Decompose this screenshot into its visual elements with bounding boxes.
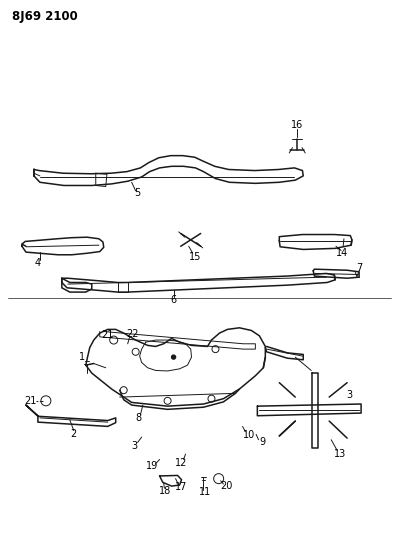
Text: 12: 12 — [174, 458, 187, 467]
Text: 18: 18 — [159, 486, 171, 496]
Text: 2: 2 — [71, 429, 77, 439]
Text: 6: 6 — [170, 295, 177, 305]
Text: 11: 11 — [199, 488, 211, 497]
Text: 4: 4 — [35, 258, 41, 268]
Text: 20: 20 — [220, 481, 233, 491]
Circle shape — [172, 355, 176, 359]
Text: 9: 9 — [259, 438, 265, 447]
Text: 21: 21 — [101, 330, 114, 340]
Text: 19: 19 — [146, 461, 158, 471]
Text: 3: 3 — [346, 391, 352, 400]
Text: 22: 22 — [126, 329, 139, 338]
Text: 8J69 2100: 8J69 2100 — [12, 10, 78, 22]
Text: 15: 15 — [189, 252, 202, 262]
Text: 16: 16 — [291, 120, 303, 130]
Text: 3: 3 — [131, 441, 137, 450]
Text: 8: 8 — [136, 413, 142, 423]
Text: 7: 7 — [356, 263, 362, 273]
Text: 1: 1 — [79, 352, 85, 362]
Text: 5: 5 — [134, 189, 141, 198]
Text: 14: 14 — [336, 248, 348, 258]
Text: 10: 10 — [243, 430, 255, 440]
Text: 17: 17 — [175, 482, 188, 492]
Text: 13: 13 — [334, 449, 346, 459]
Text: 21: 21 — [24, 396, 37, 406]
